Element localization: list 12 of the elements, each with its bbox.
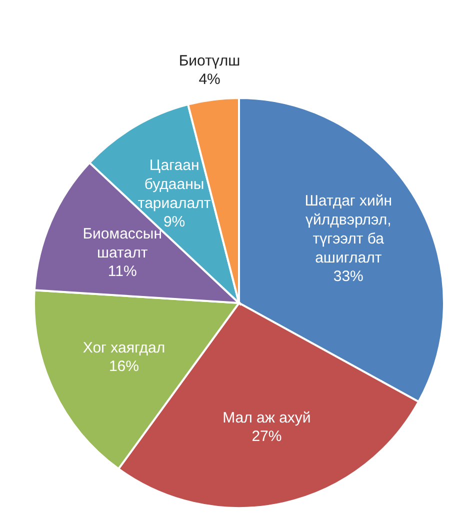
slice-label: Мал аж ахуй (222, 409, 311, 426)
slice-label: Биотүлш (178, 52, 240, 69)
data-label: 16% (108, 358, 140, 376)
slice-label: Шатдаг хийн үйлдвэрлэл, түгээлт ба ашиглалт (304, 192, 392, 266)
slice-label: Биомассын шаталт (82, 225, 162, 262)
slice-label: Хог хаягдал (82, 339, 166, 356)
data-label: 33% (333, 268, 364, 285)
data-label: 11% (108, 263, 137, 280)
data-label: 27% (252, 428, 282, 446)
slice-label: Цагаан будааны тариалалт (138, 156, 211, 212)
data-label: 9% (163, 214, 186, 231)
data-label: 4% (198, 70, 220, 88)
